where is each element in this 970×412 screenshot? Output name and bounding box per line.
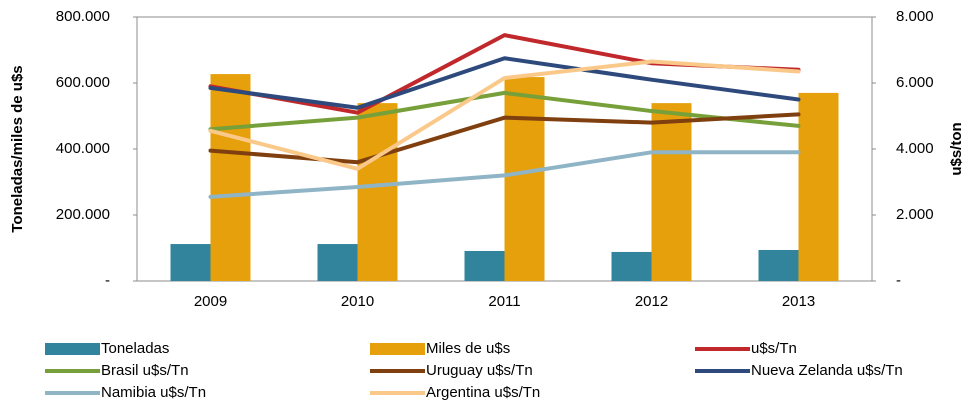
y2-axis-title: u$s/ton: [948, 122, 965, 175]
legend-label: Nueva Zelanda u$s/Tn: [751, 362, 903, 379]
y2-tick-label: 8.000: [896, 8, 934, 25]
bar: [798, 92, 839, 282]
bar: [758, 249, 799, 281]
bar: [504, 77, 545, 281]
y-tick-label: 800.000: [56, 8, 110, 25]
y-tick-label: 200.000: [56, 206, 110, 223]
bar: [170, 244, 211, 281]
y2-tick-label: 2.000: [896, 206, 934, 223]
line: [208, 112, 801, 165]
bar: [464, 250, 505, 281]
legend-swatch: [45, 343, 100, 355]
legend-label: Toneladas: [101, 340, 169, 357]
legend-label: Miles de u$s: [426, 340, 510, 357]
legend-label: Argentina u$s/Tn: [426, 384, 540, 401]
x-tick-label: 2010: [341, 293, 374, 310]
bar: [651, 103, 692, 281]
line: [208, 90, 801, 132]
line: [208, 150, 801, 199]
legend-label: u$s/Tn: [751, 340, 797, 357]
y-tick-label: 600.000: [56, 74, 110, 91]
bar: [317, 244, 358, 281]
bar: [210, 74, 251, 281]
bar: [357, 103, 398, 281]
bar: [611, 251, 652, 281]
x-tick-label: 2011: [488, 293, 520, 310]
x-tick-label: 2009: [194, 293, 227, 310]
y2-tick-label: -: [896, 272, 901, 289]
legend-label: Brasil u$s/Tn: [101, 362, 189, 379]
legend-label: Uruguay u$s/Tn: [426, 362, 533, 379]
legend-label: Namibia u$s/Tn: [101, 384, 206, 401]
legend-swatch: [370, 343, 425, 355]
y2-tick-label: 6.000: [896, 74, 934, 91]
y-tick-label: 400.000: [56, 140, 110, 157]
x-tick-label: 2013: [782, 293, 815, 310]
line: [208, 56, 801, 110]
y-tick-label: -: [105, 272, 110, 289]
line: [208, 59, 801, 171]
y-axis-title: Toneladas/miles de u$s: [9, 65, 26, 232]
y2-tick-label: 4.000: [896, 140, 934, 157]
x-tick-label: 2012: [635, 293, 668, 310]
